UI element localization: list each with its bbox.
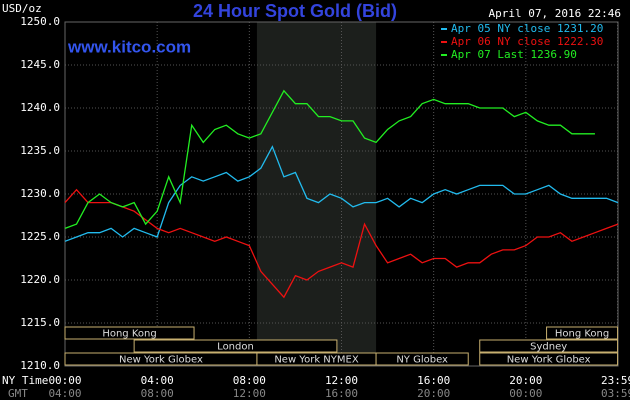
legend-swatch (441, 41, 447, 43)
session-box (64, 326, 195, 340)
x-tick-label: 08:00 (233, 374, 266, 387)
x2-tick-label: 03:59 (601, 387, 630, 400)
session-box (375, 352, 469, 366)
y-tick-label: 1230.0 (20, 187, 60, 200)
legend-entry: Apr 06 NY close 1222.30 (451, 35, 603, 48)
x-tick-label: 20:00 (509, 374, 542, 387)
x-tick-label: 04:00 (141, 374, 174, 387)
y-tick-label: 1225.0 (20, 230, 60, 243)
y-tick-label: 1240.0 (20, 101, 60, 114)
shaded-region (256, 22, 377, 366)
legend-entry: Apr 07 Last 1236.90 (451, 48, 577, 61)
session-label: London (217, 342, 254, 353)
session-label: Hong Kong (102, 329, 156, 340)
y-tick-label: 1250.0 (20, 15, 60, 28)
y-tick-label: 1210.0 (20, 359, 60, 372)
session-label: New York Globex (507, 355, 591, 366)
y-tick-label: 1245.0 (20, 58, 60, 71)
x2-axis-label: GMT (8, 387, 28, 400)
x-tick-label: 00:00 (48, 374, 81, 387)
legend-entry: Apr 05 NY close 1231.20 (451, 22, 603, 35)
legend-swatch (441, 54, 447, 56)
x2-tick-label: 12:00 (233, 387, 266, 400)
y-tick-label: 1235.0 (20, 144, 60, 157)
x-tick-label: 23:59 (601, 374, 630, 387)
data-line (64, 89, 595, 230)
x-axis-label: NY Time (2, 374, 48, 387)
legend-swatch (441, 28, 447, 30)
x-tick-label: 16:00 (417, 374, 450, 387)
timestamp: April 07, 2016 22:46 (489, 7, 621, 20)
x2-tick-label: 00:00 (509, 387, 542, 400)
y-axis-label: USD/oz (2, 2, 42, 15)
x2-tick-label: 08:00 (141, 387, 174, 400)
session-label: NY Globex (396, 355, 448, 366)
data-line (64, 145, 619, 242)
x2-tick-label: 20:00 (417, 387, 450, 400)
plot-frame (64, 21, 619, 367)
y-tick-label: 1215.0 (20, 316, 60, 329)
session-label: Hong Kong (555, 329, 609, 340)
session-label: New York NYMEX (274, 355, 359, 366)
watermark: www.kitco.com (67, 37, 191, 56)
session-label: Sydney (530, 342, 567, 353)
session-label: New York Globex (119, 355, 203, 366)
x2-tick-label: 16:00 (325, 387, 358, 400)
x2-tick-label: 04:00 (48, 387, 81, 400)
session-box (133, 339, 338, 353)
chart-title: 24 Hour Spot Gold (Bid) (193, 1, 397, 21)
data-line (64, 188, 619, 299)
session-box (546, 326, 619, 340)
session-box (479, 352, 619, 366)
session-box (479, 339, 619, 353)
y-tick-label: 1220.0 (20, 273, 60, 286)
x-tick-label: 12:00 (325, 374, 358, 387)
